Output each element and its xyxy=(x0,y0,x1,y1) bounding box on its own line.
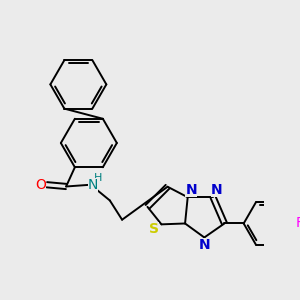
Text: N: N xyxy=(199,238,210,252)
Text: S: S xyxy=(149,222,160,236)
Text: N: N xyxy=(88,178,98,192)
Text: H: H xyxy=(94,173,103,183)
Text: F: F xyxy=(296,217,300,230)
Text: N: N xyxy=(211,183,222,197)
Text: N: N xyxy=(185,183,197,197)
Text: O: O xyxy=(35,178,46,192)
